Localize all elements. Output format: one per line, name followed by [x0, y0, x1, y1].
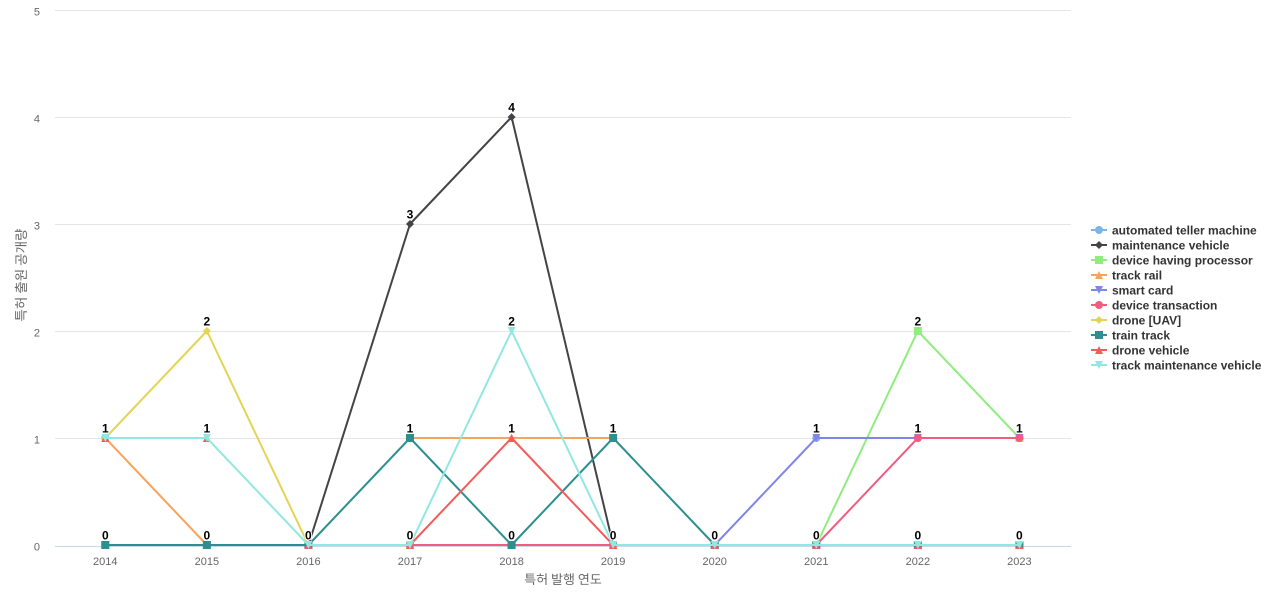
svg-text:2018: 2018 — [499, 556, 523, 568]
svg-text:2020: 2020 — [702, 556, 726, 568]
svg-text:2: 2 — [34, 328, 40, 340]
svg-text:drone vehicle: drone vehicle — [1112, 344, 1190, 358]
svg-text:1: 1 — [407, 422, 414, 436]
svg-text:0: 0 — [915, 529, 922, 543]
svg-text:track maintenance vehicle: track maintenance vehicle — [1112, 359, 1262, 373]
svg-text:2019: 2019 — [601, 556, 625, 568]
svg-text:0: 0 — [102, 529, 109, 543]
svg-text:2016: 2016 — [296, 556, 320, 568]
svg-text:1: 1 — [813, 422, 820, 436]
svg-text:1: 1 — [915, 422, 922, 436]
svg-text:2023: 2023 — [1007, 556, 1031, 568]
svg-text:1: 1 — [34, 435, 40, 447]
svg-text:1: 1 — [102, 422, 109, 436]
svg-text:2: 2 — [508, 315, 515, 329]
svg-text:0: 0 — [508, 529, 515, 543]
svg-text:1: 1 — [508, 422, 515, 436]
svg-text:0: 0 — [610, 529, 617, 543]
svg-text:2: 2 — [204, 315, 211, 329]
svg-text:1: 1 — [610, 422, 617, 436]
svg-text:4: 4 — [34, 114, 40, 126]
svg-text:maintenance vehicle: maintenance vehicle — [1112, 239, 1230, 253]
svg-text:0: 0 — [813, 529, 820, 543]
svg-text:2021: 2021 — [804, 556, 828, 568]
svg-text:device having processor: device having processor — [1112, 254, 1253, 268]
svg-text:2017: 2017 — [398, 556, 422, 568]
svg-text:0: 0 — [1016, 529, 1023, 543]
svg-text:2: 2 — [915, 315, 922, 329]
svg-text:drone [UAV]: drone [UAV] — [1112, 314, 1181, 328]
svg-text:automated teller machine: automated teller machine — [1112, 224, 1257, 238]
svg-text:0: 0 — [204, 529, 211, 543]
svg-text:0: 0 — [34, 542, 40, 554]
svg-text:0: 0 — [305, 529, 312, 543]
svg-text:2015: 2015 — [195, 556, 219, 568]
svg-text:1: 1 — [1016, 422, 1023, 436]
svg-text:device transaction: device transaction — [1112, 299, 1217, 313]
svg-text:1: 1 — [204, 422, 211, 436]
svg-text:2014: 2014 — [93, 556, 117, 568]
svg-text:3: 3 — [407, 208, 414, 222]
svg-text:track rail: track rail — [1112, 269, 1162, 283]
svg-text:0: 0 — [711, 529, 718, 543]
svg-text:train track: train track — [1112, 329, 1170, 343]
svg-text:2022: 2022 — [906, 556, 930, 568]
svg-text:3: 3 — [34, 221, 40, 233]
svg-text:5: 5 — [34, 7, 40, 19]
svg-text:4: 4 — [508, 101, 515, 115]
svg-text:0: 0 — [407, 529, 414, 543]
svg-text:smart card: smart card — [1112, 284, 1173, 298]
